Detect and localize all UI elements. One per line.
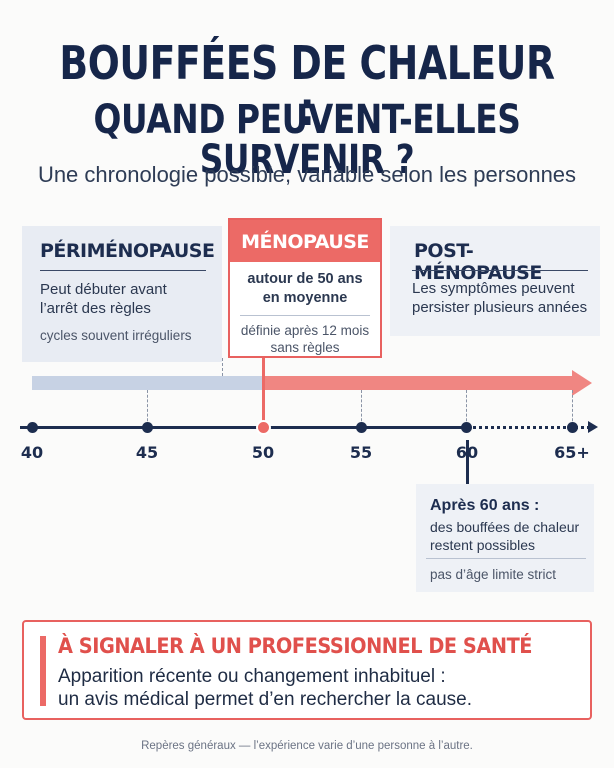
postmenopause-divider [412,270,588,271]
menopause-line-1: autour de 50 ans [247,271,363,287]
perimenopause-divider [40,270,206,271]
tick-label-45: 45 [135,443,159,462]
menopause-note-2: sans règles [270,340,340,355]
alert-line-1: Apparition récente ou changement inhabit… [58,666,446,687]
alert-title: À SIGNALER À UN PROFESSIONNEL DE SANTÉ [58,634,533,658]
postmenopause-line-2: persister plusieurs années [412,299,588,316]
tick-40 [27,422,38,433]
title-line-1: BOUFFÉES DE CHALEUR : [59,36,555,136]
alert-accent-bar [40,636,46,706]
arrow-head-icon [572,370,592,396]
tick-50-highlight [256,420,271,435]
perimenopause-line-1: Peut débuter avant [40,281,167,298]
alert-line-2: un avis médical permet d’en rechercher l… [58,689,472,710]
after60-connector [466,440,469,484]
guide-55 [361,390,362,426]
guide-peri-end [222,358,223,376]
tick-60 [461,422,472,433]
menopause-divider [240,315,370,316]
tick-65 [567,422,578,433]
menopause-box: MÉNOPAUSE autour de 50 ans en moyenne dé… [228,218,382,358]
subtitle: Une chronologie possible, variable selon… [37,162,577,187]
alert-box: À SIGNALER À UN PROFESSIONNEL DE SANTÉ A… [22,620,592,720]
guide-65 [572,390,573,426]
axis-arrow-icon [588,421,598,433]
menopause-title: MÉNOPAUSE [230,220,380,262]
perimenopause-note: cycles souvent irréguliers [40,328,192,343]
after60-line-1: des bouffées de chaleur [430,519,580,535]
tick-label-65: 65+ [554,443,590,462]
tick-55 [356,422,367,433]
postmenopause-arrow-bar [264,376,574,390]
after60-title: Après 60 ans : [430,497,540,514]
after60-note: pas d’âge limite strict [430,567,557,582]
perimenopause-title: PÉRIMÉNOPAUSE [40,240,215,262]
guide-60 [466,390,467,426]
perimenopause-box: PÉRIMÉNOPAUSE Peut débuter avant l’arrêt… [22,226,222,362]
title-line-2: QUAND PEUVENT-ELLES SURVENIR ? [93,97,521,183]
after60-line-2: restent possibles [430,537,536,553]
perimenopause-bar [32,376,264,390]
postmenopause-title: POST-MÉNOPAUSE [414,240,542,284]
postmenopause-box: POST-MÉNOPAUSE Les symptômes peuvent per… [390,226,600,336]
postmenopause-line-1: Les symptômes peuvent [412,280,575,297]
timeline-axis-dotted [466,426,590,429]
perimenopause-line-2: l’arrêt des règles [40,300,151,317]
after60-divider [426,558,586,559]
menopause-line-2: en moyenne [262,290,348,306]
menopause-connector [262,358,265,424]
tick-label-55: 55 [349,443,373,462]
guide-45 [147,390,148,426]
tick-label-50: 50 [251,443,275,462]
menopause-note-1: définie après 12 mois [240,323,370,338]
timeline-axis [20,426,466,429]
tick-label-40: 40 [20,443,44,462]
tick-45 [142,422,153,433]
footer-note: Repères généraux — l’expérience varie d’… [141,740,473,752]
after60-box: Après 60 ans : des bouffées de chaleur r… [416,484,594,592]
